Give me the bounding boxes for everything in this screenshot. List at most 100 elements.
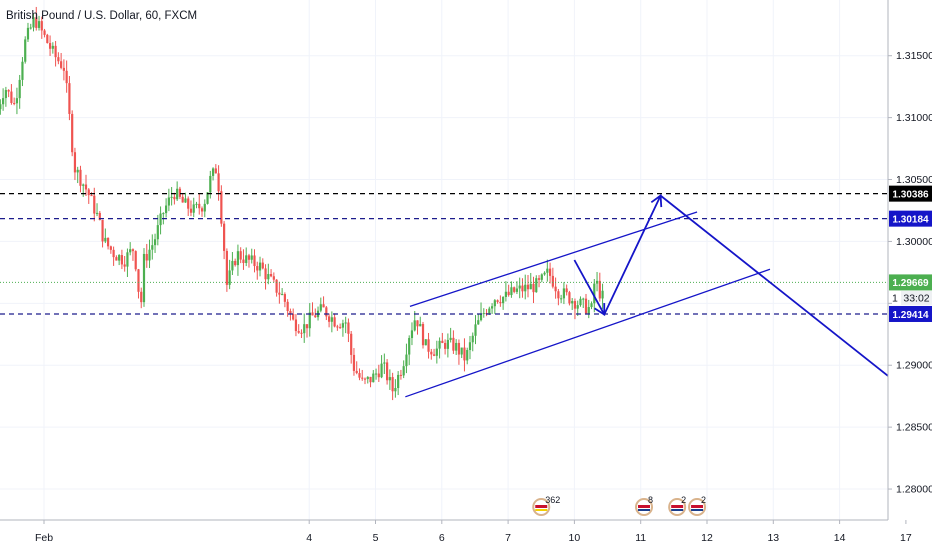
projection-path[interactable]: [573, 194, 932, 496]
candle-body: [109, 246, 112, 250]
candle-body: [228, 270, 231, 285]
channel-line-lower[interactable]: [405, 268, 771, 398]
candle-body: [355, 370, 358, 374]
candle-body: [29, 27, 32, 29]
candle-body: [173, 196, 176, 200]
candle-body: [178, 188, 182, 197]
candle-body: [579, 298, 582, 306]
price-tick-label: 1.31000: [896, 112, 932, 124]
event-flag-stripe: [671, 505, 684, 508]
candle-body: [410, 330, 414, 339]
candle-body: [314, 315, 317, 318]
arrow-head: [650, 193, 663, 208]
candle-body: [543, 272, 546, 275]
candle-body: [391, 377, 394, 392]
candle-body: [7, 90, 10, 92]
horizontal-levels[interactable]: [0, 192, 888, 315]
candle-body: [245, 255, 248, 263]
candle-body: [477, 320, 480, 325]
time-tick-label: 5: [373, 532, 379, 544]
candle-body: [148, 249, 151, 261]
candle-body: [297, 331, 300, 333]
candle-body: [402, 366, 405, 376]
candle-body: [515, 288, 519, 292]
candle-body: [374, 373, 378, 375]
price-badges: 1.30386 1.30184 1.29414 1.29669 33:02 1: [889, 185, 932, 322]
candle-body: [203, 203, 206, 212]
chart-title: British Pound / U.S. Dollar, 60, FXCM: [6, 10, 197, 22]
candle-body: [120, 255, 124, 265]
candle-body: [289, 310, 292, 314]
candle-body: [62, 67, 65, 71]
candle-body: [350, 333, 353, 355]
candle-body: [46, 34, 49, 44]
candle-body: [18, 79, 21, 99]
candle-body: [330, 317, 333, 322]
candle-body: [261, 262, 264, 269]
candle-body: [269, 274, 273, 277]
candle-body: [532, 283, 535, 293]
time-tick-label: 14: [834, 532, 846, 544]
candle-body: [253, 255, 256, 267]
candle-body: [587, 307, 590, 314]
candle-body: [145, 253, 148, 261]
candle-body: [408, 338, 411, 355]
candle-body: [57, 57, 60, 62]
candle-body: [281, 294, 284, 296]
candle-body: [325, 307, 328, 317]
drawings[interactable]: [405, 193, 932, 496]
candle-body: [13, 102, 16, 104]
candle-body: [247, 255, 251, 260]
candle-body: [198, 203, 201, 209]
candle-body: [200, 208, 204, 212]
candle-body: [73, 152, 77, 173]
candle-body: [593, 283, 596, 304]
channel-line-upper[interactable]: [409, 211, 698, 308]
candle-body: [507, 291, 510, 296]
candle-body: [568, 292, 571, 304]
level-price-badge: [889, 305, 932, 322]
candle-body: [479, 313, 483, 321]
candle-body: [380, 363, 383, 378]
time-tick-label: 10: [569, 532, 581, 544]
candle-body: [319, 304, 322, 311]
candle-body: [548, 268, 552, 276]
candle-body: [267, 274, 270, 280]
candle-body: [87, 189, 90, 196]
candle-body: [79, 169, 82, 186]
candle-body: [129, 249, 132, 253]
event-count-label: 2: [681, 495, 686, 505]
candle-body: [214, 168, 217, 174]
time-tick-label: 6: [439, 532, 445, 544]
candle-body: [4, 90, 7, 99]
time-axis: Feb45671011121314171819: [35, 520, 912, 544]
candle-body: [217, 173, 220, 192]
candle-body: [421, 323, 425, 346]
candle-body: [71, 113, 74, 153]
candle-body: [0, 104, 2, 110]
candle-body: [438, 340, 441, 349]
candle-body: [474, 324, 477, 336]
candle-body: [488, 308, 491, 314]
candle-body: [529, 283, 532, 290]
price-tick-label: 1.30500: [896, 174, 932, 186]
candle-body: [518, 285, 521, 289]
candle-body: [576, 305, 579, 309]
candle-body: [134, 251, 137, 270]
candle-body: [554, 286, 557, 292]
countdown-label: 33:02: [903, 292, 929, 304]
candle-body: [286, 301, 289, 311]
time-tick-label: 7: [505, 532, 511, 544]
candle-body: [256, 266, 259, 271]
candle-body: [590, 303, 593, 308]
candle-body: [37, 21, 41, 28]
candle-body: [181, 196, 184, 203]
candle-body: [394, 388, 397, 392]
candle-body: [54, 45, 57, 58]
candle-body: [104, 237, 107, 242]
candle-body: [156, 225, 159, 240]
candle-body: [537, 278, 541, 280]
candle-body: [339, 327, 342, 329]
